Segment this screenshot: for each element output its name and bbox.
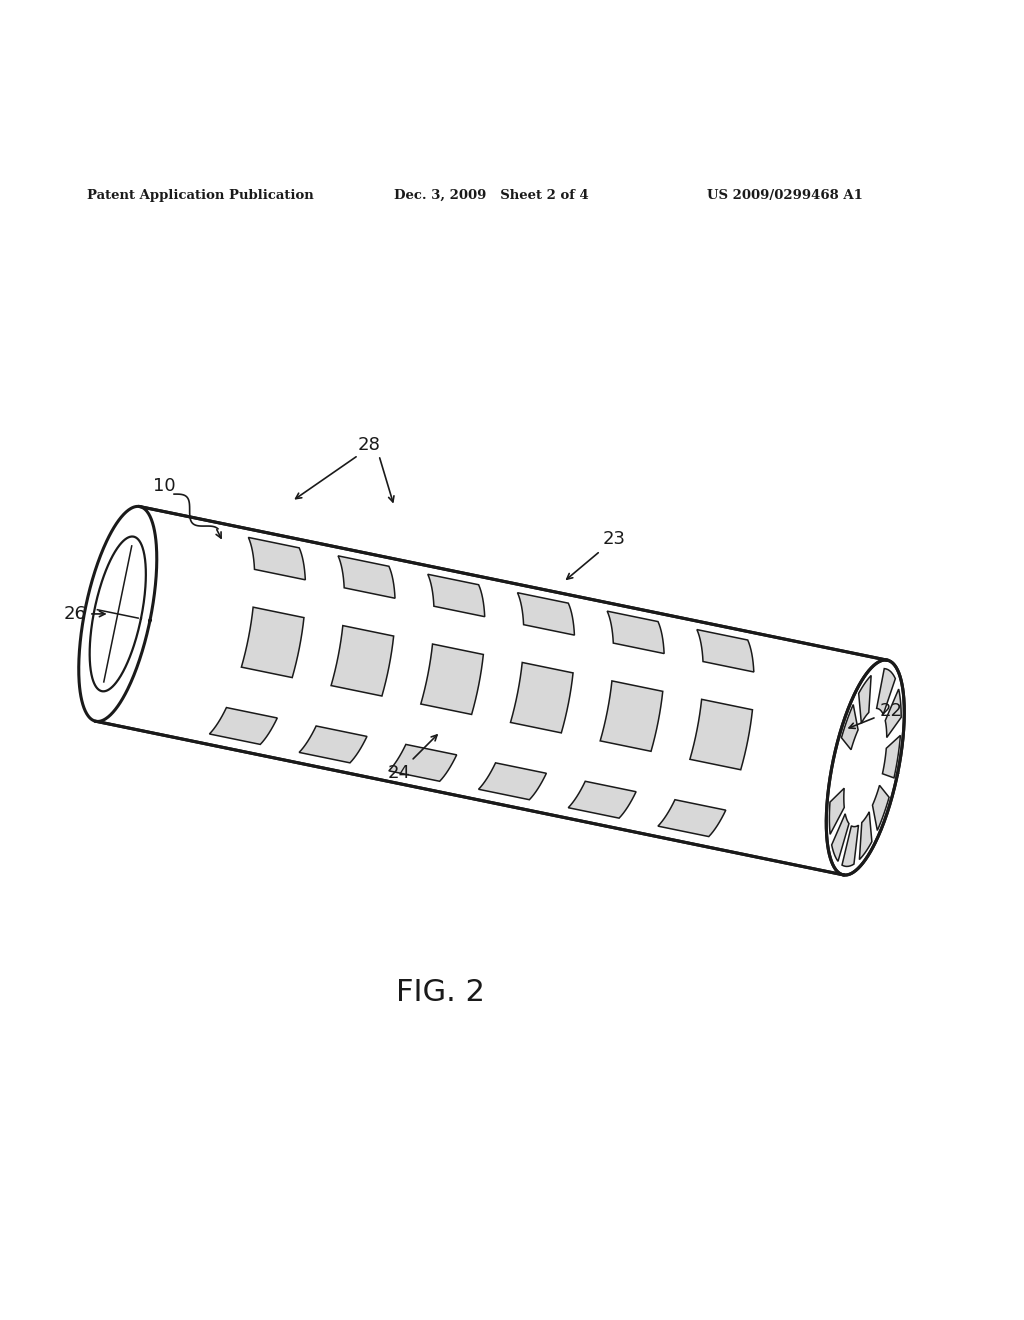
Polygon shape <box>79 507 157 722</box>
Polygon shape <box>859 676 871 723</box>
Polygon shape <box>859 812 871 859</box>
Polygon shape <box>421 644 483 714</box>
Text: FIG. 2: FIG. 2 <box>396 978 484 1007</box>
Polygon shape <box>517 593 574 635</box>
Text: Patent Application Publication: Patent Application Publication <box>87 189 313 202</box>
Polygon shape <box>690 700 753 770</box>
Polygon shape <box>389 744 457 781</box>
Polygon shape <box>883 735 900 777</box>
Polygon shape <box>90 536 145 692</box>
Polygon shape <box>338 556 395 598</box>
Polygon shape <box>428 574 484 616</box>
Polygon shape <box>95 507 904 875</box>
Text: 10: 10 <box>153 477 175 495</box>
Text: 23: 23 <box>566 531 626 579</box>
Polygon shape <box>842 705 858 750</box>
Polygon shape <box>829 788 844 834</box>
Text: Dec. 3, 2009   Sheet 2 of 4: Dec. 3, 2009 Sheet 2 of 4 <box>394 189 589 202</box>
Polygon shape <box>658 800 726 837</box>
Text: 26: 26 <box>63 605 104 623</box>
Polygon shape <box>242 607 304 677</box>
Polygon shape <box>607 611 665 653</box>
Polygon shape <box>511 663 573 733</box>
Text: 24: 24 <box>388 735 437 781</box>
Polygon shape <box>249 537 305 579</box>
Polygon shape <box>600 681 663 751</box>
Polygon shape <box>842 825 858 866</box>
Polygon shape <box>299 726 367 763</box>
Polygon shape <box>331 626 393 696</box>
Polygon shape <box>210 708 278 744</box>
Polygon shape <box>885 689 901 738</box>
Polygon shape <box>877 669 895 714</box>
Polygon shape <box>697 630 754 672</box>
Polygon shape <box>568 781 636 818</box>
Text: 22: 22 <box>849 702 902 729</box>
Text: US 2009/0299468 A1: US 2009/0299468 A1 <box>707 189 862 202</box>
Polygon shape <box>831 814 849 862</box>
Polygon shape <box>478 763 547 800</box>
Text: 28: 28 <box>357 436 380 454</box>
Polygon shape <box>872 785 889 830</box>
Polygon shape <box>826 660 904 875</box>
